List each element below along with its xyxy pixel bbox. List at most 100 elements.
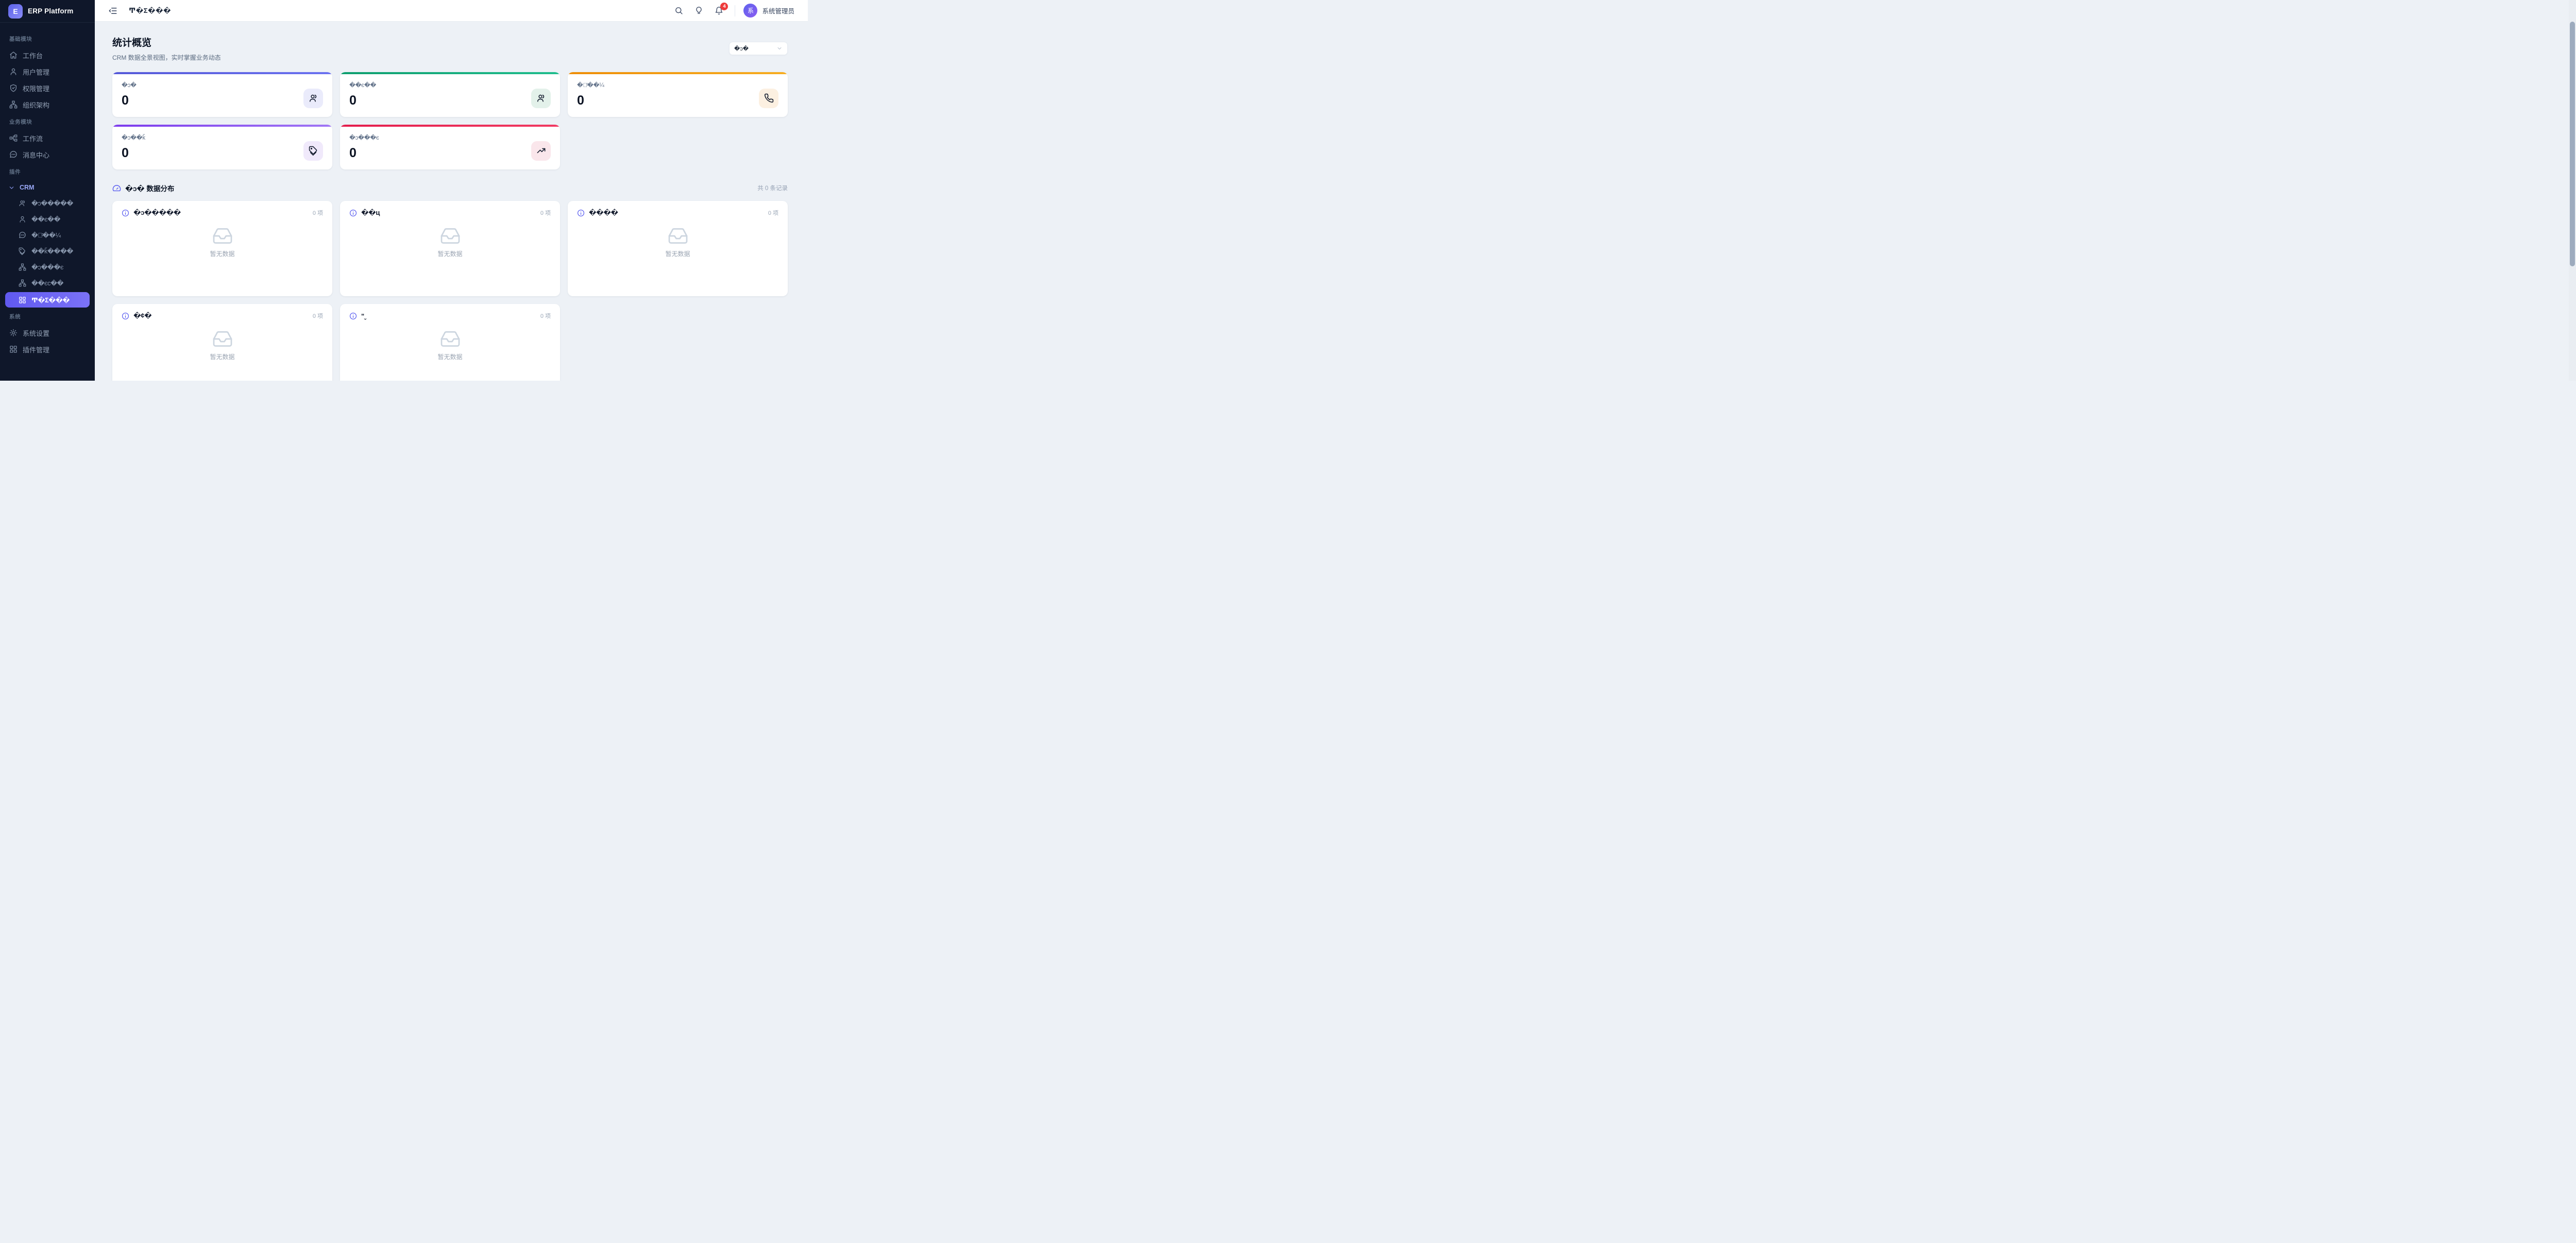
sidebar-item-workbench[interactable]: 工作台	[5, 47, 90, 63]
user-icon	[19, 215, 26, 223]
inbox-empty-icon	[212, 330, 233, 348]
nav-section-system: 系统	[9, 314, 21, 320]
sidebar-subitem-label: ��ͨ��¼	[31, 232, 61, 239]
sidebar-item-label: 用户管理	[23, 68, 50, 76]
notification-badge: 4	[720, 3, 728, 10]
sitemap-icon	[9, 100, 18, 109]
collapse-sidebar-icon[interactable]	[108, 6, 117, 15]
card-accent	[340, 125, 560, 127]
grid-icon	[9, 345, 18, 353]
sidebar: E ERP Platform 基础模块 工作台 用户管理 权限管理 组织架构 业…	[0, 0, 95, 381]
records-total: 共 0 条记录	[757, 185, 788, 192]
distribution-section-header: �ɔ� 数据分布 共 0 条记录	[112, 183, 788, 193]
distribution-card-title: ��ц	[361, 209, 380, 216]
sidebar-item-messages[interactable]: 消息中心	[5, 146, 90, 163]
stat-card-customers: �ɔ� 0	[112, 72, 332, 117]
stat-value: 0	[577, 93, 584, 108]
stat-label: ��ͨ��¼	[577, 82, 604, 89]
trending-up-icon	[531, 141, 551, 161]
bell-icon[interactable]: 4	[715, 3, 728, 15]
sidebar-nav: 基础模块 工作台 用户管理 权限管理 组织架构 业务模块 工作流	[0, 23, 95, 381]
card-accent	[112, 72, 332, 74]
user-menu[interactable]: 系 系统管理员	[743, 4, 794, 18]
sidebar-item-active[interactable]: Ͳ�Ʃ���	[5, 292, 90, 308]
filter-dropdown-value: �ɔ�	[734, 45, 749, 52]
inbox-empty-icon	[667, 227, 689, 245]
sidebar-subitem-label: �ɔ���є	[31, 264, 64, 271]
empty-state: 暂无数据	[122, 330, 323, 361]
nav-section-business: 业务模块	[9, 119, 32, 125]
page-scrollbar[interactable]	[2569, 0, 2576, 381]
distribution-card-count: 0 项	[312, 210, 323, 216]
empty-state-text: 暂无数据	[665, 250, 690, 258]
search-icon[interactable]	[674, 6, 683, 15]
sidebar-item-label: 系统设置	[23, 329, 50, 337]
sidebar-subitem-crm-5[interactable]: ��єс��	[5, 275, 90, 291]
sidebar-subitem-crm-1[interactable]: ��є��	[5, 211, 90, 227]
nav-section-basic: 基础模块	[9, 36, 32, 42]
distribution-card-title: �ɔ�����	[133, 209, 181, 216]
gear-icon	[9, 329, 18, 337]
lightbulb-icon[interactable]	[694, 6, 703, 15]
stat-card-opportunities: �ɔ���є 0	[340, 125, 560, 169]
stat-value: 0	[349, 146, 357, 160]
sitemap-icon	[19, 279, 26, 287]
grid-icon	[19, 296, 26, 304]
info-icon	[122, 209, 129, 217]
sidebar-subitem-crm-3[interactable]: ��ǩ����	[5, 243, 90, 259]
sidebar-subitem-crm-2[interactable]: ��ͨ��¼	[5, 227, 90, 243]
sitemap-icon	[19, 263, 26, 271]
distribution-card-count: 0 项	[768, 210, 778, 216]
info-icon	[122, 312, 129, 320]
phone-icon	[759, 88, 778, 108]
empty-state-text: 暂无数据	[437, 353, 463, 361]
sidebar-item-settings[interactable]: 系统设置	[5, 325, 90, 341]
empty-state-text: 暂无数据	[437, 250, 463, 258]
sidebar-item-plugin-manage[interactable]: 插件管理	[5, 341, 90, 357]
sidebar-group-label: CRM	[20, 184, 35, 191]
stat-card-contacts: ��є�� 0	[340, 72, 560, 117]
topbar: Ͳ�Ʃ��� 4 系 系统管理员	[95, 0, 808, 22]
app-logo: E	[8, 4, 23, 19]
distribution-card: �¢� 0 项 暂无数据	[112, 304, 332, 381]
stat-value: 0	[122, 93, 129, 108]
stat-label: �ɔ���є	[349, 135, 379, 141]
page-header: 统计概览 CRM 数据全景视图，实时掌握业务动态 �ɔ�	[112, 35, 788, 62]
distribution-grid: �ɔ����� 0 项 暂无数据 ��ц 0 项	[112, 201, 788, 381]
sidebar-item-users[interactable]: 用户管理	[5, 63, 90, 80]
page-title: 统计概览	[112, 38, 152, 48]
sidebar-subitem-crm-0[interactable]: �ɔ�����	[5, 195, 90, 211]
stat-value: 0	[349, 93, 357, 108]
distribution-card: ���� 0 项 暂无数据	[568, 201, 788, 296]
nav-section-plugins: 插件	[9, 169, 21, 175]
sidebar-item-label: 工作流	[23, 134, 43, 143]
filter-dropdown[interactable]: �ɔ�	[729, 42, 788, 55]
sidebar-item-workflow[interactable]: 工作流	[5, 130, 90, 146]
distribution-card: �ɔ����� 0 项 暂无数据	[112, 201, 332, 296]
sidebar-subitem-crm-4[interactable]: �ɔ���є	[5, 259, 90, 275]
sidebar-item-label: 消息中心	[23, 151, 50, 159]
empty-state-text: 暂无数据	[210, 353, 235, 361]
workflow-icon	[9, 134, 18, 142]
distribution-card: ʺˬ 0 项 暂无数据	[340, 304, 560, 381]
empty-state-text: 暂无数据	[210, 250, 235, 258]
app-name: ERP Platform	[28, 7, 74, 15]
distribution-card: ��ц 0 项 暂无数据	[340, 201, 560, 296]
sidebar-subitem-label: ��є��	[31, 216, 61, 223]
message-circle-icon	[19, 231, 26, 239]
sidebar-item-permissions[interactable]: 权限管理	[5, 80, 90, 96]
shield-check-icon	[9, 84, 18, 92]
sidebar-group-crm[interactable]: CRM	[5, 180, 90, 195]
stat-card-tags: �ɔ��ǩ 0	[112, 125, 332, 169]
sidebar-item-label: 组织架构	[23, 101, 50, 109]
avatar: 系	[743, 4, 758, 18]
stat-value: 0	[122, 146, 129, 160]
distribution-card-count: 0 项	[540, 313, 551, 319]
sidebar-subitem-label: ��єс��	[31, 280, 64, 287]
sidebar-item-org[interactable]: 组织架构	[5, 96, 90, 113]
sidebar-subitem-label: �ɔ�����	[31, 200, 74, 207]
sidebar-item-label: 插件管理	[23, 346, 50, 354]
distribution-card-count: 0 项	[312, 313, 323, 319]
empty-state: 暂无数据	[122, 227, 323, 258]
scrollbar-thumb[interactable]	[2570, 22, 2575, 266]
